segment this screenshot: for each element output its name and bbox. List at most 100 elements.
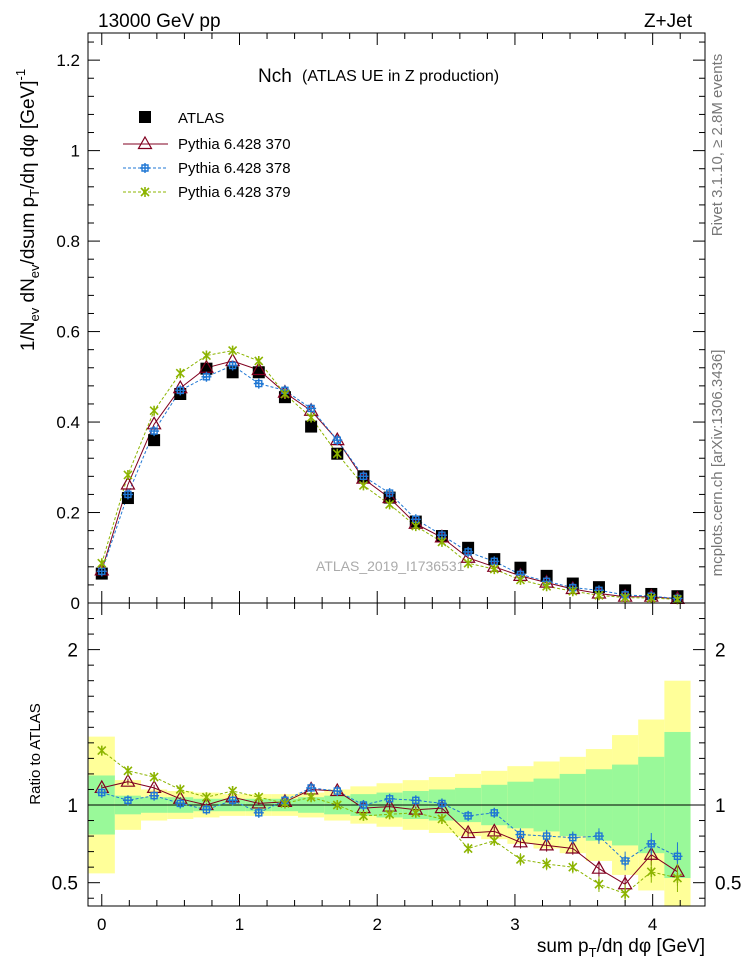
data-point-378 — [253, 378, 264, 389]
data-point-378 — [463, 810, 474, 821]
data-point-378 — [227, 795, 238, 806]
data-point-379 — [646, 593, 656, 604]
ratio-y-tick-label: 2 — [67, 641, 78, 662]
data-point-379 — [228, 786, 238, 797]
data-point-370 — [643, 846, 659, 860]
data-point-379 — [411, 807, 421, 818]
legend-marker-379 — [140, 187, 150, 197]
data-point-378 — [672, 851, 683, 862]
data-point-378 — [122, 489, 133, 500]
data-point-370 — [120, 476, 136, 490]
data-point-379 — [672, 873, 683, 884]
data-point-378 — [593, 831, 604, 842]
data-point-378 — [410, 795, 421, 806]
ratio-y-ticks: 0.5 0.5 1 1 2 2 — [52, 618, 741, 899]
data-point-379 — [280, 798, 290, 809]
data-point-370 — [460, 824, 476, 839]
legend-marker-370 — [137, 135, 153, 150]
data-point-379 — [332, 448, 342, 459]
data-point-378 — [567, 832, 578, 843]
data-point-379 — [620, 888, 630, 899]
ratio-panel: 0.5 0.5 1 1 2 2 0 1 2 3 4 Ratio to ATLAS sum pT/d… — [27, 602, 741, 960]
main-y-tick-label: 1 — [71, 142, 80, 161]
data-point-378 — [175, 385, 186, 396]
data-point-370 — [120, 773, 136, 787]
data-point-379 — [489, 564, 499, 575]
data-point-379 — [385, 499, 395, 510]
ratio-x-ticks: 0 1 2 3 4 — [97, 603, 681, 934]
data-point-atlas — [226, 366, 239, 379]
main-x-ticks — [101, 33, 681, 603]
legend-label-379: Pythia 6.428 379 — [178, 184, 291, 201]
data-point-379 — [463, 558, 473, 569]
ratio-y-tick-label-right: 2 — [715, 641, 726, 662]
ratio-y-tick-label: 0.5 — [52, 874, 78, 895]
data-point-378 — [306, 403, 317, 414]
data-point-378 — [358, 800, 369, 810]
main-y-axis-label: 1/Nev dNev/dsum pT/dη dφ [GeV]-1 — [13, 69, 42, 351]
main-panel: 0 0.2 0.4 0.6 0.8 1 1.2 Nch (ATLAS UE in Z pro… — [13, 32, 706, 613]
main-y-tick-label: 0.4 — [56, 413, 80, 432]
data-point-379 — [463, 843, 473, 854]
data-point-379 — [385, 809, 395, 820]
data-point-379 — [568, 586, 578, 597]
data-point-378 — [646, 838, 657, 849]
x-tick-label: 1 — [235, 915, 244, 934]
data-point-379 — [254, 792, 264, 803]
data-point-378 — [149, 790, 160, 801]
data-point-379 — [149, 772, 159, 783]
data-point-379 — [175, 368, 185, 379]
data-point-378 — [175, 798, 186, 809]
data-point-379 — [411, 521, 421, 532]
data-point-378 — [149, 426, 160, 437]
main-y-tick-label: 1.2 — [56, 51, 80, 70]
main-y-ticks: 0 0.2 0.4 0.6 0.8 1 1.2 — [56, 41, 705, 613]
data-point-378 — [201, 804, 212, 815]
ratio-series-layer — [94, 745, 685, 903]
data-point-379 — [123, 469, 133, 480]
data-point-378 — [227, 360, 238, 371]
data-point-379 — [646, 866, 656, 877]
data-point-379 — [515, 854, 526, 865]
data-point-378 — [620, 855, 631, 866]
ratio-y-tick-label-right: 0.5 — [715, 874, 741, 895]
data-point-378 — [463, 546, 474, 557]
data-point-379 — [97, 558, 107, 569]
legend-label-atlas: ATLAS — [178, 110, 224, 127]
main-y-tick-label: 0.8 — [56, 232, 80, 251]
watermark-label: ATLAS_2019_I1736531 — [316, 558, 465, 574]
data-point-379 — [358, 810, 369, 821]
data-point-370 — [512, 834, 528, 848]
data-point-379 — [568, 862, 578, 873]
legend: ATLAS Pythia 6.428 370 Pythia 6.428 378 … — [123, 110, 291, 201]
data-point-378 — [358, 471, 369, 482]
data-point-379 — [228, 345, 238, 356]
data-point-378 — [96, 787, 107, 798]
data-point-370 — [251, 361, 267, 376]
data-point-379 — [201, 792, 212, 803]
data-point-379 — [437, 813, 447, 824]
x-tick-label: 2 — [372, 915, 381, 934]
x-tick-label: 3 — [510, 915, 519, 934]
data-point-379 — [515, 574, 526, 585]
data-point-379 — [149, 405, 159, 416]
legend-label-378: Pythia 6.428 378 — [178, 160, 291, 177]
data-point-378 — [306, 782, 317, 793]
data-point-379 — [306, 792, 316, 803]
data-point-379 — [306, 412, 316, 423]
data-point-atlas — [148, 434, 161, 447]
data-point-378 — [122, 795, 133, 806]
data-point-379 — [280, 389, 290, 399]
data-point-379 — [254, 355, 264, 366]
data-point-378 — [253, 807, 264, 818]
process-label: Z+Jet — [644, 11, 693, 32]
data-point-370 — [539, 837, 555, 851]
main-y-tick-label: 0 — [71, 594, 80, 613]
data-point-379 — [594, 879, 604, 890]
data-point-379 — [620, 592, 630, 603]
data-point-378 — [332, 435, 343, 446]
data-point-378 — [515, 829, 526, 840]
series-line-378 — [101, 364, 678, 599]
data-point-378 — [384, 793, 395, 804]
